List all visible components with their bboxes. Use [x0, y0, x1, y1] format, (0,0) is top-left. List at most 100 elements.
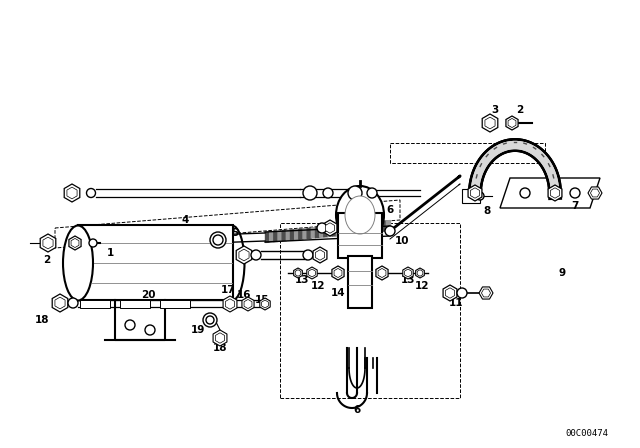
Polygon shape: [55, 297, 65, 309]
Circle shape: [145, 325, 155, 335]
Text: 11: 11: [449, 298, 463, 308]
Text: 12: 12: [415, 281, 429, 291]
FancyBboxPatch shape: [348, 256, 372, 308]
FancyBboxPatch shape: [160, 300, 190, 308]
Text: 18: 18: [35, 315, 49, 325]
Circle shape: [206, 316, 214, 324]
Text: 00C00474: 00C00474: [565, 428, 608, 438]
Polygon shape: [334, 268, 342, 278]
Polygon shape: [481, 289, 490, 297]
Text: 14: 14: [331, 288, 346, 298]
Ellipse shape: [336, 186, 384, 244]
Polygon shape: [244, 299, 252, 309]
Polygon shape: [404, 269, 412, 277]
Text: 12: 12: [311, 281, 325, 291]
Text: 3: 3: [492, 105, 499, 115]
Circle shape: [520, 188, 530, 198]
Ellipse shape: [220, 225, 244, 301]
Polygon shape: [443, 285, 457, 301]
Text: 3: 3: [74, 250, 82, 260]
Circle shape: [210, 232, 226, 248]
Polygon shape: [307, 267, 317, 279]
Polygon shape: [242, 297, 254, 311]
Polygon shape: [326, 223, 335, 233]
Polygon shape: [223, 296, 237, 312]
Polygon shape: [294, 268, 302, 278]
Text: 15: 15: [255, 295, 269, 305]
Polygon shape: [500, 178, 600, 208]
Circle shape: [89, 239, 97, 247]
Polygon shape: [225, 299, 234, 309]
Circle shape: [385, 226, 395, 236]
Text: 13: 13: [295, 275, 309, 285]
Circle shape: [323, 188, 333, 198]
Text: 1: 1: [106, 248, 114, 258]
Text: 16: 16: [237, 290, 252, 300]
Polygon shape: [479, 287, 493, 299]
Text: 2: 2: [337, 218, 344, 228]
Polygon shape: [470, 188, 479, 198]
Polygon shape: [588, 187, 602, 199]
Polygon shape: [550, 188, 559, 198]
Polygon shape: [43, 237, 53, 249]
Circle shape: [303, 250, 313, 260]
FancyBboxPatch shape: [120, 300, 150, 308]
Polygon shape: [403, 267, 413, 279]
Circle shape: [203, 313, 217, 327]
Polygon shape: [313, 247, 327, 263]
Text: 10: 10: [395, 236, 409, 246]
FancyBboxPatch shape: [462, 189, 480, 203]
Circle shape: [457, 288, 467, 298]
Polygon shape: [378, 268, 386, 278]
Text: 20: 20: [141, 290, 156, 300]
Ellipse shape: [63, 225, 93, 301]
Polygon shape: [485, 117, 495, 129]
Circle shape: [86, 189, 95, 198]
Polygon shape: [417, 270, 423, 276]
Text: 6: 6: [387, 205, 394, 215]
Polygon shape: [376, 266, 388, 280]
Text: 3: 3: [346, 225, 354, 235]
Polygon shape: [445, 288, 454, 298]
Circle shape: [251, 250, 261, 260]
Text: 17: 17: [221, 285, 236, 295]
Polygon shape: [64, 184, 80, 202]
Circle shape: [213, 235, 223, 245]
Polygon shape: [308, 269, 316, 277]
Circle shape: [303, 186, 317, 200]
Polygon shape: [69, 236, 81, 250]
Circle shape: [68, 298, 78, 308]
Polygon shape: [260, 298, 270, 310]
Polygon shape: [216, 333, 225, 343]
Circle shape: [125, 320, 135, 330]
Text: 4: 4: [181, 215, 189, 225]
Circle shape: [317, 223, 327, 233]
Polygon shape: [262, 300, 268, 308]
Polygon shape: [468, 185, 482, 201]
Polygon shape: [332, 266, 344, 280]
Polygon shape: [52, 294, 68, 312]
Polygon shape: [295, 270, 301, 276]
Text: 18: 18: [212, 343, 227, 353]
Text: 9: 9: [559, 268, 566, 278]
FancyBboxPatch shape: [78, 225, 233, 300]
Text: 13: 13: [401, 275, 415, 285]
Polygon shape: [415, 268, 424, 278]
Ellipse shape: [345, 196, 375, 234]
Polygon shape: [548, 185, 562, 201]
Text: 5: 5: [232, 228, 239, 238]
Polygon shape: [40, 234, 56, 252]
FancyBboxPatch shape: [80, 300, 110, 308]
Circle shape: [570, 188, 580, 198]
Polygon shape: [591, 189, 600, 197]
Text: 2: 2: [44, 255, 51, 265]
Polygon shape: [239, 249, 249, 261]
Text: 2: 2: [516, 105, 524, 115]
Polygon shape: [316, 250, 324, 260]
Text: 19: 19: [191, 325, 205, 335]
Polygon shape: [482, 114, 498, 132]
Text: 8: 8: [483, 206, 491, 216]
Polygon shape: [67, 187, 77, 199]
Polygon shape: [323, 220, 337, 236]
Circle shape: [476, 192, 484, 200]
